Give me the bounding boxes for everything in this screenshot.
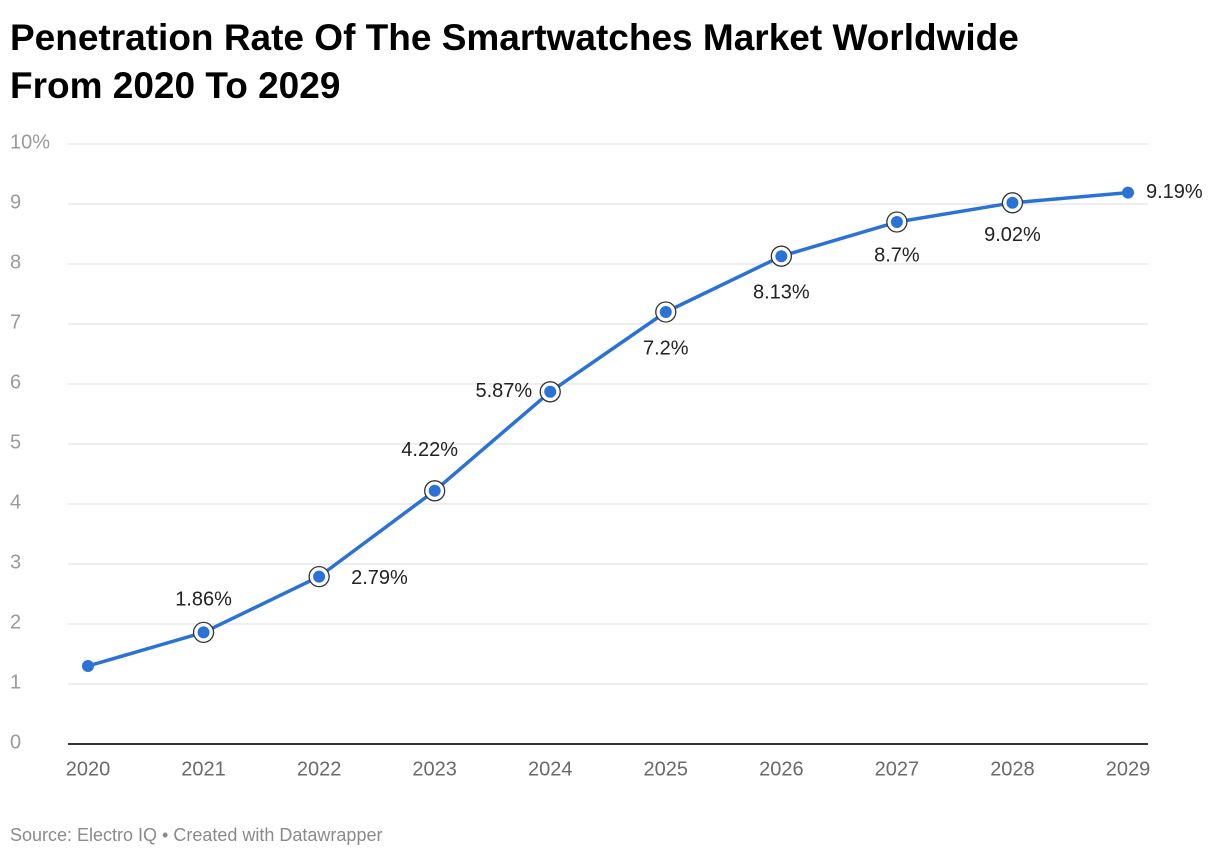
y-tick-label: 3: [10, 551, 21, 573]
y-tick-label: 8: [10, 251, 21, 273]
y-tick-label: 5: [10, 431, 21, 453]
value-label: 5.87%: [476, 380, 533, 402]
value-label: 4.22%: [401, 439, 458, 461]
chart-title-line: Penetration Rate Of The Smartwatches Mar…: [10, 17, 1019, 106]
source: Source: Electro IQ • Created with Datawr…: [10, 825, 382, 845]
point: [659, 306, 672, 318]
value-label: 2.79%: [351, 567, 408, 589]
x-tick-label: 2024: [528, 758, 573, 780]
point: [544, 385, 557, 398]
x-tick-label: 2028: [990, 758, 1035, 780]
y-tick-label: 2: [10, 611, 21, 633]
point: [197, 626, 210, 639]
x-tick-label: 2025: [644, 758, 689, 780]
value-label: 8.13%: [753, 281, 810, 303]
point: [1006, 196, 1019, 209]
y-tick-label: 6: [10, 371, 21, 393]
point: [82, 660, 94, 672]
x-tick-label: 2026: [759, 758, 804, 780]
line: [87, 190, 1129, 668]
value-label: 9.02%: [984, 224, 1041, 246]
point: [428, 484, 441, 497]
value-label: 8.7%: [874, 244, 920, 266]
x-tick-label: 2023: [412, 758, 457, 780]
point: [890, 216, 903, 228]
value-label: 9.19%: [1146, 181, 1203, 203]
y-tick-label: 10%: [10, 131, 50, 153]
point: [1122, 186, 1134, 199]
value-label: 1.86%: [175, 589, 232, 611]
x-tick-label: 2021: [181, 758, 226, 780]
point: [775, 250, 788, 263]
y-tick-label: 4: [10, 491, 21, 513]
y-tick-label: 9: [10, 191, 21, 213]
x-tick-label: 2029: [1106, 758, 1151, 780]
point: [313, 570, 326, 583]
x-tick-label: 2020: [66, 758, 111, 780]
value-label: 7.2%: [643, 337, 689, 359]
y-tick-label: 0: [10, 731, 21, 753]
x-tick-label: 2027: [875, 758, 920, 780]
y-tick-label: 1: [10, 671, 21, 693]
y-tick-label: 7: [10, 311, 21, 333]
x-tick-label: 2022: [297, 758, 342, 780]
